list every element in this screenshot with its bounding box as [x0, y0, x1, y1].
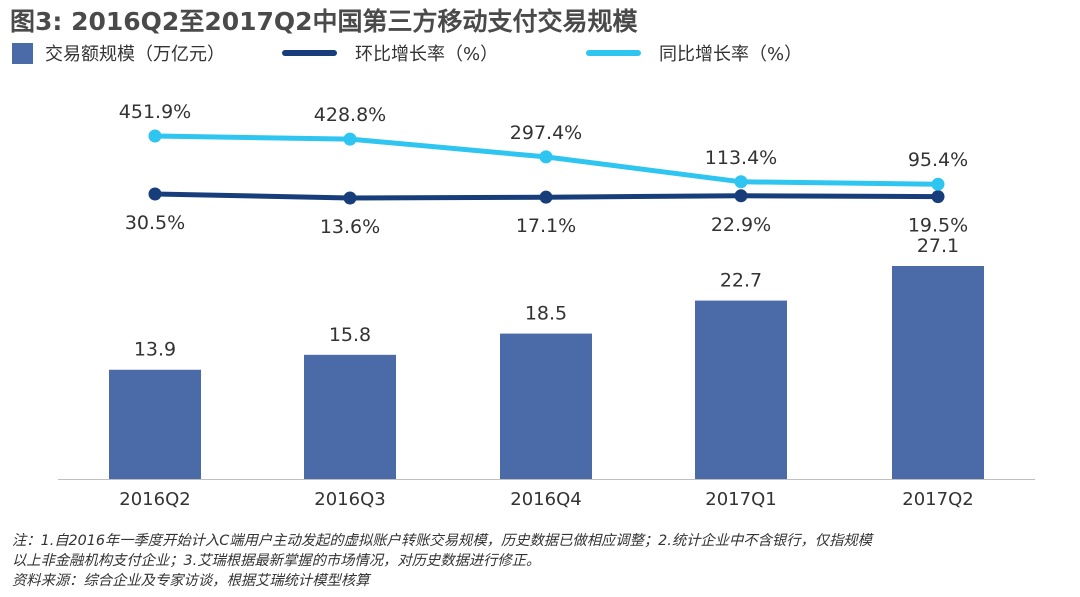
bar-label-2016Q3: 15.8: [329, 324, 371, 346]
qoq-label-2017Q2: 19.5%: [908, 215, 968, 237]
chart-plot-area: 13.9 15.8 18.5 22.7 27.1 2016Q2 2016Q3 2016Q4 20…: [58, 101, 1035, 510]
yoy-point-2017Q1: [734, 175, 748, 189]
bar-2017Q2: [892, 266, 984, 479]
legend-swatch-yoy: [586, 50, 641, 56]
qoq-label-2017Q1: 22.9%: [711, 214, 771, 236]
legend-item-yoy: 同比增长率（%）: [586, 40, 802, 66]
qoq-point-2016Q2: [148, 187, 162, 201]
yoy-label-2016Q2: 451.9%: [119, 101, 191, 123]
bar-label-2017Q2: 27.1: [917, 235, 959, 257]
bar-2016Q3: [304, 354, 396, 479]
chart-legend: 交易额规模（万亿元） 环比增长率（%） 同比增长率（%）: [0, 40, 1080, 66]
x-tick-label-2016Q3: 2016Q3: [314, 489, 385, 510]
yoy-point-2016Q4: [539, 150, 553, 164]
qoq-point-2016Q3: [343, 191, 357, 205]
footnote-source: 资料来源：综合企业及专家访谈，根据艾瑞统计模型核算: [12, 573, 370, 589]
yoy-label-2016Q4: 297.4%: [510, 122, 582, 144]
chart-title: 图3: 2016Q2至2017Q2中国第三方移动支付交易规模: [10, 7, 638, 36]
yoy-label-2017Q1: 113.4%: [705, 147, 777, 169]
legend-item-volume: 交易额规模（万亿元）: [12, 40, 225, 66]
bar-label-2017Q1: 22.7: [720, 270, 762, 292]
qoq-point-2016Q4: [539, 190, 553, 204]
legend-label-yoy: 同比增长率（%）: [659, 44, 803, 65]
yoy-point-2016Q3: [343, 132, 357, 146]
qoq-point-2017Q1: [734, 189, 748, 203]
yoy-label-2016Q3: 428.8%: [314, 104, 386, 126]
yoy-point-2016Q2: [148, 129, 162, 143]
qoq-label-2016Q2: 30.5%: [125, 212, 185, 234]
x-tick-label-2016Q2: 2016Q2: [119, 489, 190, 510]
bar-2017Q1: [695, 300, 787, 479]
bar-2016Q4: [500, 333, 592, 479]
x-tick-label-2017Q2: 2017Q2: [902, 489, 973, 510]
x-tick-label-2017Q1: 2017Q1: [705, 489, 776, 510]
qoq-label-2016Q3: 13.6%: [320, 216, 380, 238]
bar-2016Q2: [109, 369, 201, 479]
x-tick-label-2016Q4: 2016Q4: [510, 489, 581, 510]
legend-swatch-volume: [12, 42, 33, 64]
yoy-label-2017Q2: 95.4%: [908, 149, 968, 171]
legend-label-qoq: 环比增长率（%）: [355, 44, 499, 65]
footnote: 注：1.自2016年一季度开始计入C端用户主动发起的虚拟账户转账交易规模，历史数…: [12, 531, 1074, 591]
yoy-point-2017Q2: [931, 177, 945, 191]
qoq-point-2017Q2: [931, 190, 945, 204]
legend-swatch-qoq: [282, 50, 337, 56]
footnote-line-2: 以上非金融机构支付企业；3.艾瑞根据最新掌握的市场情况，对历史数据进行修正。: [12, 553, 541, 569]
legend-label-volume: 交易额规模（万亿元）: [45, 44, 225, 65]
footnote-line-1: 注：1.自2016年一季度开始计入C端用户主动发起的虚拟账户转账交易规模，历史数…: [12, 533, 872, 549]
qoq-label-2016Q4: 17.1%: [516, 215, 576, 237]
bar-label-2016Q4: 18.5: [525, 303, 567, 325]
bar-label-2016Q2: 13.9: [134, 339, 176, 361]
legend-item-qoq: 环比增长率（%）: [282, 40, 498, 66]
